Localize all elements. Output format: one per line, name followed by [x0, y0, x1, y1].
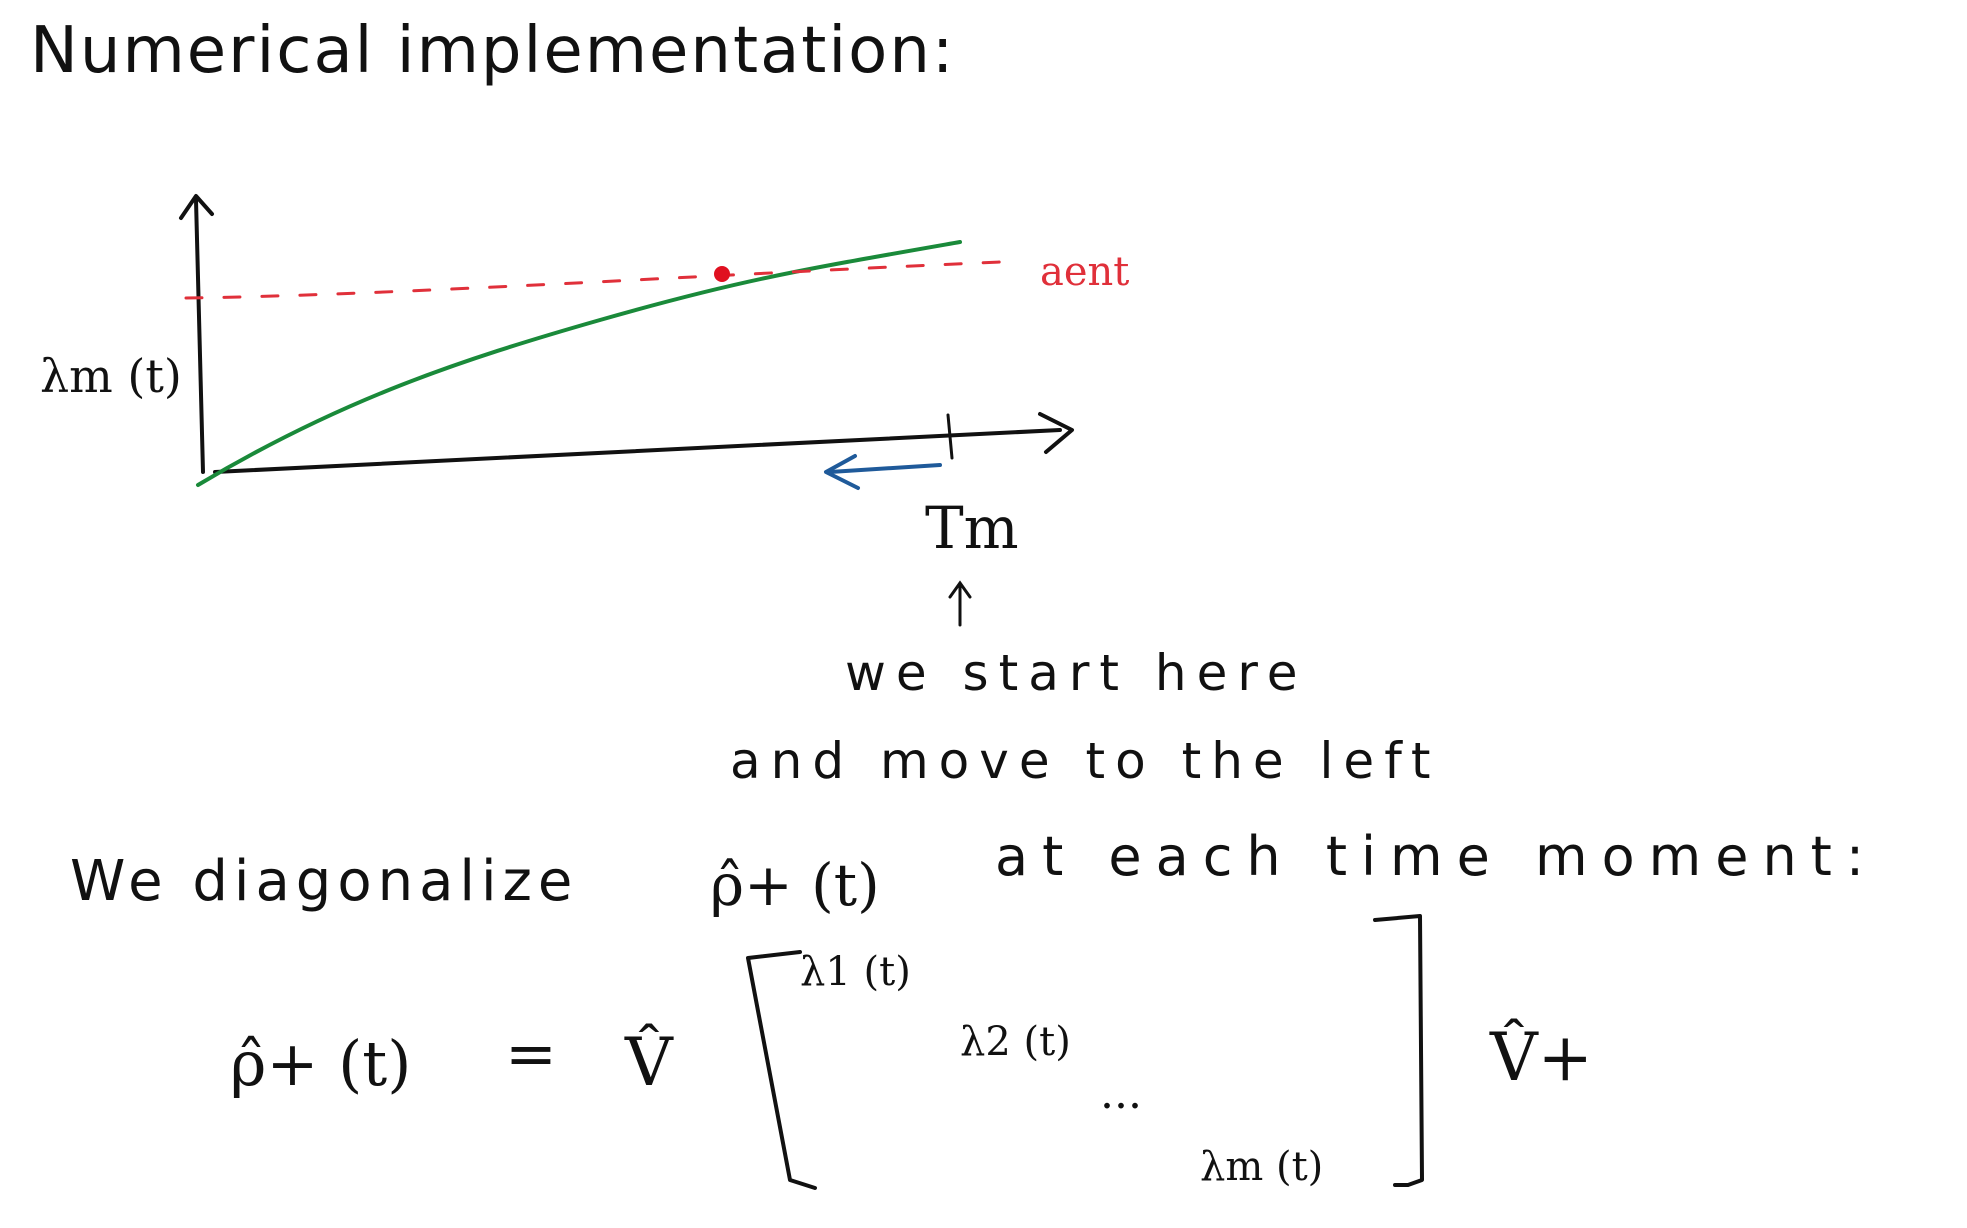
- diag-entry-2: λ2 (t): [960, 1019, 1071, 1065]
- statement-suffix: at each time moment:: [995, 825, 1878, 888]
- tm-label: Tm: [925, 494, 1019, 562]
- x-axis: [213, 428, 1062, 474]
- constant-line-label: aent: [1040, 249, 1129, 295]
- constant-threshold-line: [184, 260, 1002, 300]
- equation-equals: =: [505, 1017, 557, 1090]
- statement-prefix: We diagonalize: [70, 849, 578, 914]
- intersection-point: [714, 266, 730, 282]
- y-axis: [194, 198, 205, 474]
- diag-ellipsis: ...: [1100, 1068, 1142, 1119]
- diag-entry-1: λ1 (t): [800, 949, 911, 995]
- unitary-v: V̂: [624, 1024, 674, 1101]
- unitary-v-dagger: V̂+: [1489, 1019, 1593, 1096]
- equation-lhs: ρ̂+ (t): [230, 1027, 411, 1100]
- page-title: Numerical implementation:: [30, 14, 955, 88]
- matrix-left-bracket: [746, 950, 817, 1190]
- tm-tick: [946, 413, 954, 460]
- statement-operator: ρ̂+ (t): [710, 851, 880, 919]
- diag-entry-m: λm (t): [1200, 1144, 1323, 1190]
- x-axis-arrowhead: [1038, 412, 1074, 454]
- lambda-curve: [196, 240, 962, 487]
- backward-direction-arrow: [824, 454, 942, 490]
- note-move-left: and move to the left: [730, 732, 1441, 790]
- note-start-here: we start here: [845, 644, 1308, 702]
- up-arrow-to-tm: [948, 580, 972, 627]
- y-axis-label: λm (t): [40, 349, 182, 403]
- matrix-right-bracket: [1373, 914, 1424, 1187]
- lambda-vs-time-sketch: λm (t) aent Tm: [40, 194, 1129, 562]
- y-axis-arrowhead: [179, 194, 214, 220]
- diagonalization-equation: ρ̂+ (t) = V̂ λ1 (t) λ2 (t) ... λm (t) V̂…: [230, 914, 1593, 1190]
